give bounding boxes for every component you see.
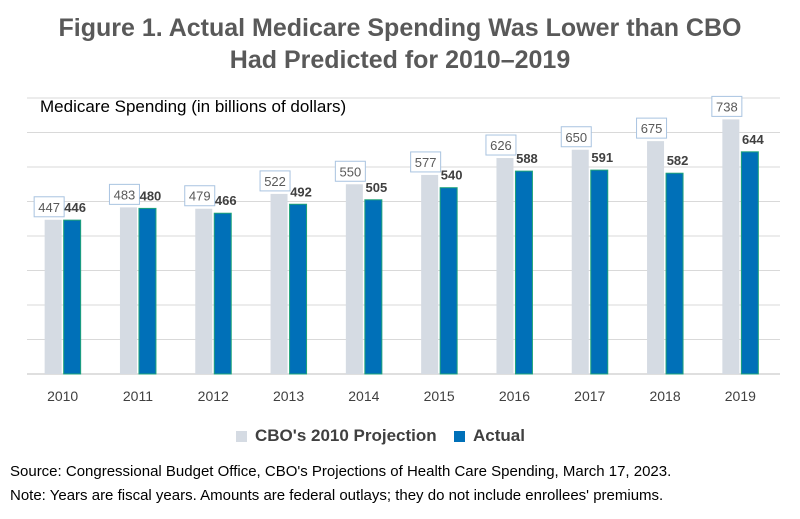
data-label-projection: 479 — [189, 189, 211, 204]
chart-legend: CBO's 2010 Projection Actual — [0, 424, 800, 448]
data-label-box-projection — [410, 151, 442, 173]
data-label-actual: 591 — [591, 150, 613, 165]
legend-swatch-actual — [454, 430, 465, 442]
data-label-actual: 644 — [742, 132, 764, 147]
data-label-projection: 483 — [114, 187, 136, 202]
bar-projection — [195, 208, 213, 374]
x-tick-label: 2012 — [198, 388, 229, 404]
data-label-box-projection — [560, 126, 592, 148]
y-axis-label: Medicare Spending (in billions of dollar… — [40, 97, 346, 116]
data-label-box-projection — [108, 183, 140, 205]
bar-projection — [647, 141, 665, 374]
footnote: Note: Years are fiscal years. Amounts ar… — [10, 487, 664, 504]
bar-actual — [590, 169, 609, 375]
chart-title: Figure 1. Actual Medicare Spending Was L… — [0, 12, 800, 76]
source-note: Source: Congressional Budget Office, CBO… — [10, 463, 672, 480]
bar-actual — [439, 187, 458, 375]
bar-actual — [289, 203, 308, 375]
bar-projection — [421, 174, 439, 374]
legend-item-actual: Actual — [454, 426, 525, 446]
chart-notes: Source: Congressional Budget Office, CBO… — [10, 460, 795, 508]
x-tick-label: 2016 — [499, 388, 530, 404]
bar-projection — [119, 207, 137, 374]
data-label-projection: 738 — [716, 99, 738, 114]
legend-swatch-projection — [236, 430, 247, 442]
bar-actual — [514, 170, 533, 375]
data-label-box-projection — [711, 95, 743, 117]
bar-projection — [270, 193, 288, 374]
x-tick-label: 2011 — [123, 388, 153, 404]
x-tick-label: 2017 — [574, 388, 605, 404]
x-tick-label: 2013 — [273, 388, 304, 404]
data-label-projection: 675 — [641, 121, 663, 136]
x-tick-label: 2014 — [348, 388, 379, 404]
x-tick-label: 2015 — [424, 388, 455, 404]
chart-title-line-1: Figure 1. Actual Medicare Spending Was L… — [58, 14, 742, 42]
data-label-projection: 447 — [38, 200, 60, 215]
bar-actual — [665, 172, 684, 375]
x-tick-label: 2018 — [649, 388, 680, 404]
data-label-box-projection — [485, 134, 517, 156]
bar-projection — [496, 158, 514, 374]
data-label-actual: 505 — [365, 180, 387, 195]
legend-label-actual: Actual — [473, 426, 525, 445]
bar-actual — [138, 207, 157, 375]
bar-actual — [213, 212, 232, 375]
bar-chart: Medicare Spending (in billions of dollar… — [27, 95, 780, 404]
data-label-box-projection — [259, 170, 291, 192]
bar-projection — [722, 119, 740, 374]
bar-projection — [345, 184, 363, 374]
data-label-actual: 446 — [64, 200, 86, 215]
data-label-projection: 522 — [264, 174, 286, 189]
data-label-projection: 626 — [490, 138, 512, 153]
bar-actual — [63, 219, 82, 375]
data-label-projection: 650 — [565, 130, 587, 145]
bar-actual — [364, 199, 383, 375]
bar-projection — [44, 219, 62, 374]
data-label-actual: 588 — [516, 151, 538, 166]
legend-label-projection: CBO's 2010 Projection — [255, 426, 437, 445]
bar-actual — [740, 151, 759, 375]
data-label-actual: 540 — [441, 168, 463, 183]
data-label-box-projection — [33, 196, 65, 218]
data-label-box-projection — [636, 117, 668, 139]
data-label-box-projection — [334, 160, 366, 182]
data-label-actual: 582 — [667, 153, 689, 168]
data-label-projection: 577 — [415, 155, 437, 170]
data-label-actual: 492 — [290, 184, 312, 199]
data-label-actual: 466 — [215, 193, 237, 208]
data-label-actual: 480 — [140, 188, 162, 203]
data-label-box-projection — [184, 185, 216, 207]
data-label-projection: 550 — [339, 164, 361, 179]
bar-projection — [571, 149, 589, 374]
x-tick-label: 2010 — [47, 388, 78, 404]
legend-item-projection: CBO's 2010 Projection — [236, 426, 437, 446]
x-tick-label: 2019 — [725, 388, 756, 404]
chart-title-line-2: Had Predicted for 2010–2019 — [229, 46, 571, 74]
